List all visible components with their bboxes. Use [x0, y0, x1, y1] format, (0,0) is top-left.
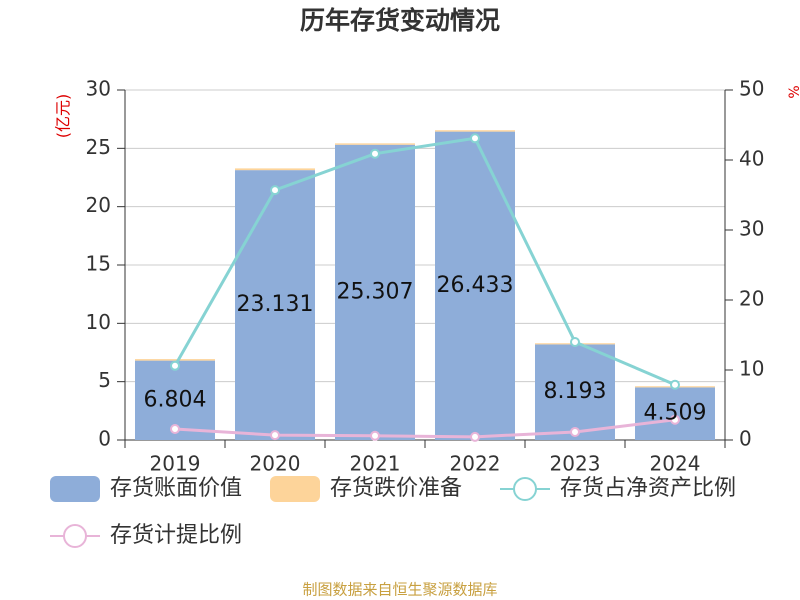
- y2-tick-label: 50: [739, 77, 764, 101]
- y2-tick-label: 10: [739, 357, 764, 381]
- line-point: [170, 424, 180, 435]
- data-label: 26.433: [437, 273, 514, 298]
- data-label: 25.307: [337, 279, 414, 304]
- y2-tick-label: 20: [739, 287, 764, 311]
- bar: [335, 143, 415, 145]
- line-point: [270, 430, 280, 441]
- line-point: [370, 430, 380, 441]
- legend-label: 存货跌价准备: [330, 476, 462, 501]
- data-label: 6.804: [144, 387, 207, 412]
- y-tick-label: 10: [86, 310, 111, 334]
- legend-label: 存货占净资产比例: [560, 476, 736, 501]
- line-point: [670, 414, 680, 425]
- y-tick-label: 15: [86, 252, 111, 276]
- y2-tick-label: 40: [739, 147, 764, 171]
- line-point: [470, 431, 480, 442]
- data-label: 4.509: [644, 401, 707, 426]
- bar: [635, 387, 715, 440]
- legend-label: 存货计提比例: [110, 523, 242, 548]
- data-label: 23.131: [237, 292, 314, 317]
- legend-label: 存货账面价值: [110, 476, 242, 501]
- line-point: [570, 337, 580, 347]
- legend-marker: [513, 477, 537, 501]
- x-tick-label: 2020: [250, 452, 301, 476]
- line-point: [670, 379, 680, 390]
- x-tick-label: 2022: [450, 452, 501, 476]
- y2-axis-label: %: [787, 85, 800, 98]
- data-label: 8.193: [544, 379, 607, 404]
- bar: [435, 130, 515, 132]
- y-axis-label: (亿元): [54, 94, 73, 139]
- x-tick-label: 2024: [650, 452, 701, 476]
- bar: [335, 144, 415, 441]
- y-tick-label: 0: [98, 427, 111, 451]
- line: [173, 136, 676, 387]
- line-point: [370, 148, 380, 159]
- chart-title: 历年存货变动情况: [300, 6, 500, 35]
- bar: [235, 168, 315, 171]
- bar: [535, 344, 615, 440]
- legend-swatch: [270, 476, 320, 502]
- bar: [235, 170, 315, 440]
- bar: [135, 359, 215, 361]
- y-tick-label: 5: [98, 368, 111, 392]
- line-point: [270, 185, 280, 196]
- y-tick-label: 20: [86, 193, 111, 217]
- y2-tick-label: 30: [739, 217, 764, 241]
- x-tick-label: 2021: [350, 452, 401, 476]
- bar: [435, 131, 515, 441]
- line-point: [570, 426, 580, 437]
- source-note: 制图数据来自恒生聚源数据库: [302, 581, 497, 599]
- line-point: [470, 133, 480, 144]
- y-tick-label: 30: [86, 77, 111, 101]
- line: [174, 418, 676, 439]
- x-tick-label: 2023: [550, 452, 601, 476]
- legend-marker: [63, 524, 87, 548]
- x-tick-label: 2019: [150, 452, 201, 476]
- y-tick-label: 25: [86, 135, 111, 159]
- line-point: [170, 360, 180, 371]
- y2-tick-label: 0: [739, 427, 752, 451]
- legend-swatch: [50, 476, 100, 502]
